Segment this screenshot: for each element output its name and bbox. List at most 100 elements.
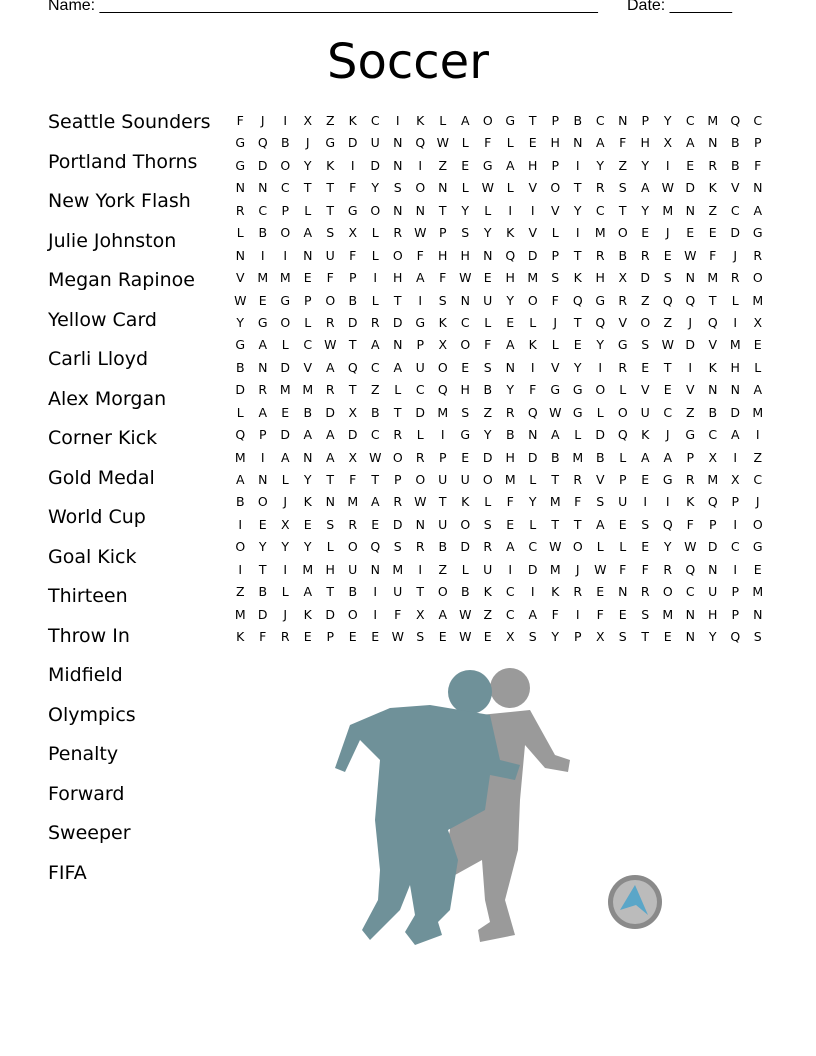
grid-letter: Q (685, 292, 696, 308)
grid-letter: N (708, 382, 718, 398)
grid-letter: P (281, 202, 290, 218)
grid-letter: S (393, 539, 402, 555)
grid-letter: P (731, 494, 740, 510)
grid-letter: L (304, 202, 312, 218)
grid-letter: Z (640, 292, 650, 308)
word-list-item: Sweeper (48, 822, 131, 844)
grid-letter: A (663, 449, 673, 465)
grid-letter: S (618, 180, 627, 196)
grid-letter: B (730, 157, 740, 173)
grid-letter: L (619, 539, 627, 555)
grid-letter: M (257, 270, 269, 286)
grid-letter: O (482, 472, 493, 487)
grid-letter: A (460, 113, 470, 128)
grid-letter: M (437, 404, 449, 420)
word-list-item: Alex Morgan (48, 387, 167, 410)
grid-letter: C (280, 180, 290, 196)
grid-letter: A (640, 449, 650, 465)
grid-letter: O (280, 157, 291, 173)
grid-letter: O (752, 516, 763, 532)
grid-letter: Y (596, 337, 605, 353)
grid-letter: E (281, 404, 290, 420)
grid-letter: P (551, 157, 560, 173)
grid-letter: M (279, 270, 291, 286)
grid-letter: R (235, 202, 245, 218)
grid-letter: R (595, 180, 605, 196)
grid-letter: H (438, 247, 448, 263)
grid-letter: U (640, 404, 650, 420)
grid-letter: B (348, 584, 358, 600)
grid-letter: O (370, 202, 381, 218)
grid-letter: W (549, 539, 562, 555)
grid-letter: S (641, 606, 650, 622)
grid-letter: G (482, 157, 493, 173)
grid-letter: L (506, 135, 514, 151)
grid-letter: F (416, 247, 424, 263)
grid-letter: S (528, 629, 537, 645)
grid-letter: E (663, 382, 672, 398)
grid-letter: O (437, 584, 448, 600)
grid-letter: S (618, 629, 627, 645)
grid-letter: N (753, 606, 763, 622)
grid-letter: O (347, 539, 358, 555)
grid-letter: O (640, 314, 651, 330)
grid-letter: Z (325, 113, 335, 128)
grid-letter: L (596, 539, 604, 555)
word-list-item: Corner Kick (48, 427, 158, 449)
grid-letter: A (505, 539, 515, 555)
grid-letter: W (684, 247, 697, 263)
grid-letter: C (730, 202, 740, 218)
grid-letter: Q (730, 629, 741, 645)
grid-letter: V (528, 225, 538, 241)
word-list-item: Throw In (48, 624, 130, 647)
grid-letter: L (281, 584, 289, 600)
grid-letter: Q (617, 427, 628, 443)
grid-letter: Y (303, 157, 312, 173)
grid-letter: H (708, 606, 718, 622)
grid-letter: U (438, 472, 448, 487)
grid-letter: K (528, 337, 537, 353)
grid-letter: Z (370, 382, 380, 398)
grid-letter: W (414, 225, 427, 241)
grid-letter: K (438, 314, 447, 330)
grid-letter: W (369, 449, 382, 465)
name-field-label: Name: __________________________________… (48, 0, 598, 14)
grid-letter: K (236, 629, 245, 645)
grid-letter: F (349, 180, 357, 196)
grid-letter: E (528, 135, 537, 151)
grid-letter: V (685, 382, 695, 398)
grid-letter: B (303, 404, 313, 420)
grid-letter: P (731, 584, 740, 600)
word-list: Seattle Sounders Portland Thorns New York … (48, 110, 211, 900)
grid-letter: P (438, 449, 447, 465)
grid-letter: S (416, 629, 425, 645)
grid-letter: E (641, 539, 650, 555)
grid-letter: C (708, 427, 718, 443)
grid-letter: A (595, 516, 605, 532)
grid-letter: V (550, 202, 560, 218)
grid-letter: N (618, 113, 628, 128)
grid-letter: M (729, 337, 741, 353)
grid-letter: G (235, 135, 246, 151)
grid-letter: C (303, 337, 313, 353)
grid-letter: V (528, 180, 538, 196)
grid-letter: N (708, 135, 718, 151)
grid-letter: Q (505, 247, 516, 263)
grid-letter: O (392, 247, 403, 263)
word-list-item: Seattle Sounders (48, 111, 211, 133)
grid-letter: X (438, 337, 448, 353)
word-list-item: FIFA (48, 861, 87, 884)
grid-letter: P (258, 427, 267, 443)
grid-letter: W (459, 270, 472, 286)
word-list-item: Forward (48, 782, 125, 805)
grid-letter: U (348, 561, 358, 577)
grid-letter: N (235, 180, 245, 196)
grid-letter: Y (461, 202, 470, 218)
grid-letter: T (393, 292, 402, 308)
grid-letter: I (733, 516, 738, 532)
grid-letter: N (393, 337, 403, 353)
grid-letter: H (460, 247, 470, 263)
